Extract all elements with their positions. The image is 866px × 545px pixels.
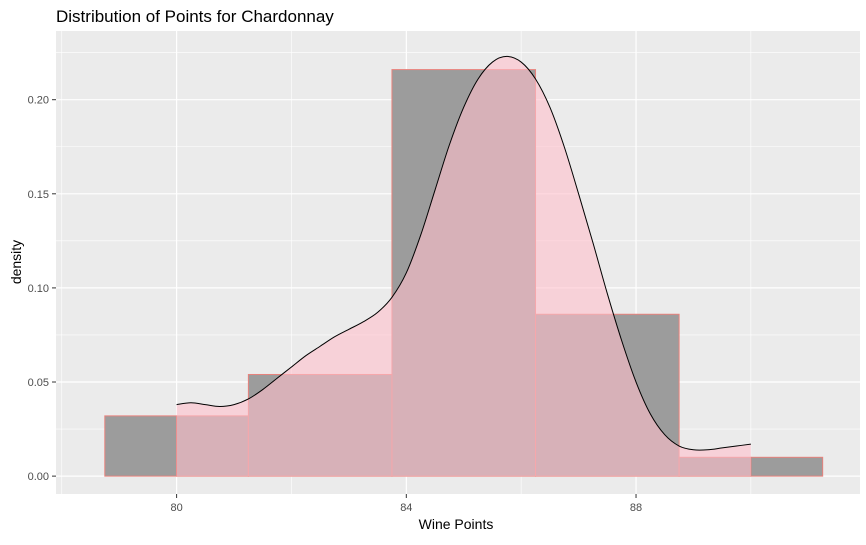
histogram-bar <box>104 415 178 477</box>
density-area <box>176 56 751 477</box>
y-axis-ticks: 0.00 0.05 0.10 0.15 0.20 <box>28 95 56 483</box>
density-layer <box>176 55 751 477</box>
x-axis-title: Wine Points <box>419 516 494 532</box>
x-tick-label: 80 <box>170 502 182 514</box>
x-tick-label: 88 <box>630 502 642 514</box>
y-tick-label: 0.05 <box>28 377 49 389</box>
y-tick-label: 0.10 <box>28 283 49 295</box>
y-axis-title: density <box>8 240 24 284</box>
chart-title: Distribution of Points for Chardonnay <box>56 7 334 26</box>
x-tick-label: 84 <box>400 502 412 514</box>
y-tick-label: 0.15 <box>28 189 49 201</box>
y-tick-label: 0.00 <box>28 471 49 483</box>
density-curve <box>176 55 751 451</box>
histogram-bar <box>750 456 824 477</box>
y-tick-label: 0.20 <box>28 95 49 107</box>
x-axis-ticks: 80 84 88 <box>170 494 642 514</box>
